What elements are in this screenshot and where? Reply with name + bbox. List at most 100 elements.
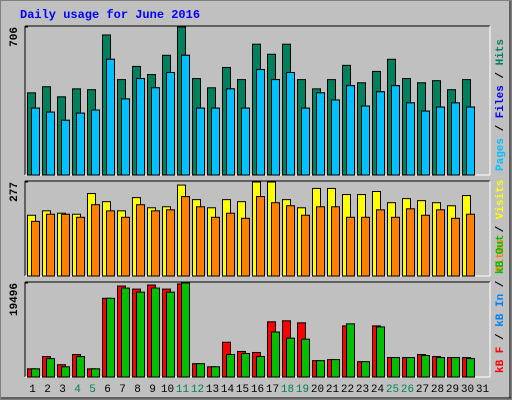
bar	[466, 106, 475, 176]
x-tick-label: 28	[431, 384, 444, 396]
x-tick-label: 26	[401, 384, 414, 396]
bar	[226, 88, 235, 176]
bar	[106, 210, 115, 277]
x-tick-label: 1	[29, 384, 36, 396]
x-tick-label: 23	[356, 384, 369, 396]
bar	[316, 92, 325, 176]
bar	[421, 214, 430, 277]
x-tick-label: 6	[104, 384, 111, 396]
bar	[91, 109, 100, 176]
x-tick-label: 24	[371, 384, 385, 396]
bar	[286, 337, 295, 378]
bar	[391, 357, 400, 378]
bar	[241, 107, 250, 176]
bar	[361, 216, 370, 277]
x-tick-label: 14	[221, 384, 235, 396]
bar	[466, 213, 475, 277]
bar	[376, 91, 385, 176]
x-tick-label: 9	[149, 384, 156, 396]
bar	[256, 356, 265, 378]
bar	[181, 54, 190, 176]
bar	[196, 206, 205, 277]
x-tick-label: 10	[161, 384, 174, 396]
legend-entry: Pages	[495, 138, 507, 171]
x-tick-label: 4	[74, 384, 81, 396]
x-tick-label: 22	[341, 384, 354, 396]
x-tick-label: 5	[89, 384, 96, 396]
bar	[331, 206, 340, 277]
bar	[421, 110, 430, 176]
bar	[121, 287, 130, 378]
legend-entry: kB F	[495, 347, 507, 373]
legend-entry: Hits	[495, 39, 507, 65]
bar	[46, 213, 55, 277]
bar	[121, 216, 130, 277]
bar	[151, 210, 160, 277]
bar	[301, 214, 310, 277]
bar	[106, 58, 115, 176]
bar	[31, 368, 40, 378]
x-tick-label: 31	[476, 384, 490, 396]
bar	[106, 297, 115, 378]
bar	[211, 107, 220, 176]
x-tick-label: 30	[461, 384, 474, 396]
bar	[301, 107, 310, 176]
bar	[196, 363, 205, 378]
bar	[271, 331, 280, 378]
legend-entry: Files	[495, 85, 507, 118]
bar	[91, 368, 100, 378]
bar	[361, 105, 370, 176]
legend-separator: /	[495, 72, 507, 79]
bar	[46, 358, 55, 378]
legend-separator: /	[495, 225, 507, 232]
bar	[226, 354, 235, 378]
bar	[31, 220, 40, 277]
bar	[391, 85, 400, 176]
bar	[166, 209, 175, 277]
bar	[211, 216, 220, 277]
x-tick-label: 20	[311, 384, 324, 396]
x-tick-label: 27	[416, 384, 429, 396]
bar	[316, 360, 325, 378]
bar	[181, 196, 190, 277]
x-tick-label: 13	[206, 384, 219, 396]
bar	[166, 71, 175, 176]
bar	[451, 217, 460, 277]
bar	[181, 282, 190, 378]
bar	[331, 359, 340, 378]
chart-title: Daily usage for June 2016	[20, 8, 200, 22]
x-tick-label: 21	[326, 384, 340, 396]
bar	[271, 79, 280, 176]
bar	[241, 217, 250, 277]
bar	[346, 85, 355, 176]
bar	[286, 71, 295, 176]
bar	[151, 87, 160, 176]
x-tick-label: 3	[59, 384, 66, 396]
bar	[241, 352, 250, 378]
x-tick-label: 12	[191, 384, 204, 396]
bar	[121, 98, 130, 176]
bar	[376, 326, 385, 378]
x-tick-label: 17	[266, 384, 279, 396]
bar	[451, 102, 460, 176]
bar	[406, 208, 415, 277]
legend-entry: Visits	[495, 180, 507, 220]
bar	[466, 358, 475, 378]
bar	[301, 338, 310, 378]
bar	[376, 209, 385, 277]
bar	[76, 356, 85, 378]
bar	[151, 287, 160, 378]
bar	[271, 202, 280, 277]
bar	[421, 355, 430, 378]
bar	[436, 106, 445, 176]
x-tick-label: 11	[176, 384, 190, 396]
bar	[91, 204, 100, 277]
y-tick-label: 706	[9, 27, 21, 47]
legend-entry: kB In	[495, 294, 507, 327]
bar	[61, 119, 70, 176]
bar	[391, 216, 400, 277]
x-tick-label: 2	[44, 384, 51, 396]
bar	[211, 366, 220, 378]
bar	[46, 111, 55, 176]
